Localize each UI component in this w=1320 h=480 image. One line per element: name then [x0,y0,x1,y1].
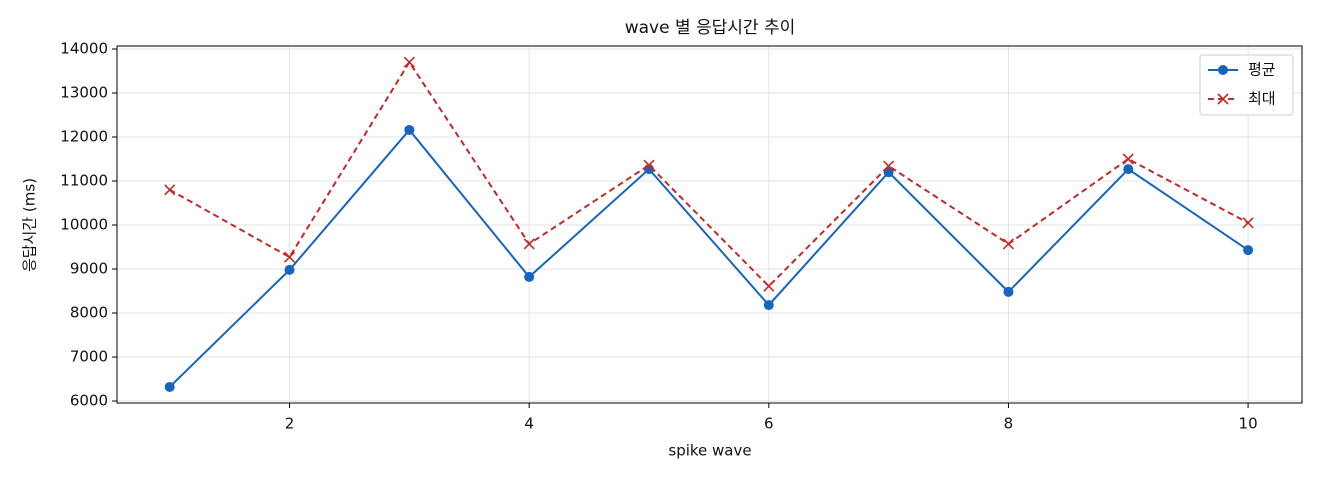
legend-box [1199,54,1294,116]
marker [883,160,895,172]
marker [523,238,535,250]
y-tick-label: 13000 [60,83,108,101]
marker [1003,286,1014,297]
series-line [169,128,1249,388]
marker [1002,238,1015,250]
y-tick-label: 8000 [70,304,108,322]
plot-frame [116,45,1303,404]
x-tick-label: 6 [764,415,774,433]
chart-title: wave 별 응답시간 추이 [625,18,796,38]
legend-marker [1218,65,1228,75]
marker [403,56,415,68]
marker [763,300,774,311]
y-tick-label: 11000 [60,172,108,190]
y-tick-label: 9000 [70,260,108,278]
marker [524,271,535,282]
marker [1123,164,1134,175]
y-tick-label: 14000 [60,39,108,57]
marker [1242,217,1254,229]
x-axis-label: spike wave [668,442,751,460]
marker [164,381,175,392]
x-tick-label: 2 [285,415,295,433]
marker [164,184,176,196]
legend-label: 최대 [1248,90,1276,108]
y-tick-label: 7000 [70,348,108,366]
legend-marker [1217,93,1229,105]
y-axis-label: 응답시간 (ms) [21,178,39,272]
y-tick-label: 6000 [70,392,108,410]
x-tick-label: 10 [1239,415,1258,433]
marker [284,264,295,275]
x-tick-label: 8 [1004,415,1014,433]
marker [643,159,655,171]
x-tick-label: 4 [524,415,534,433]
y-tick-label: 12000 [60,127,108,145]
marker [1243,245,1254,256]
series-line [169,60,1249,288]
marker [763,280,775,292]
marker [404,124,415,135]
y-tick-label: 10000 [60,216,108,234]
marker [283,251,296,263]
marker [1122,153,1134,165]
legend-label: 평균 [1248,61,1276,79]
